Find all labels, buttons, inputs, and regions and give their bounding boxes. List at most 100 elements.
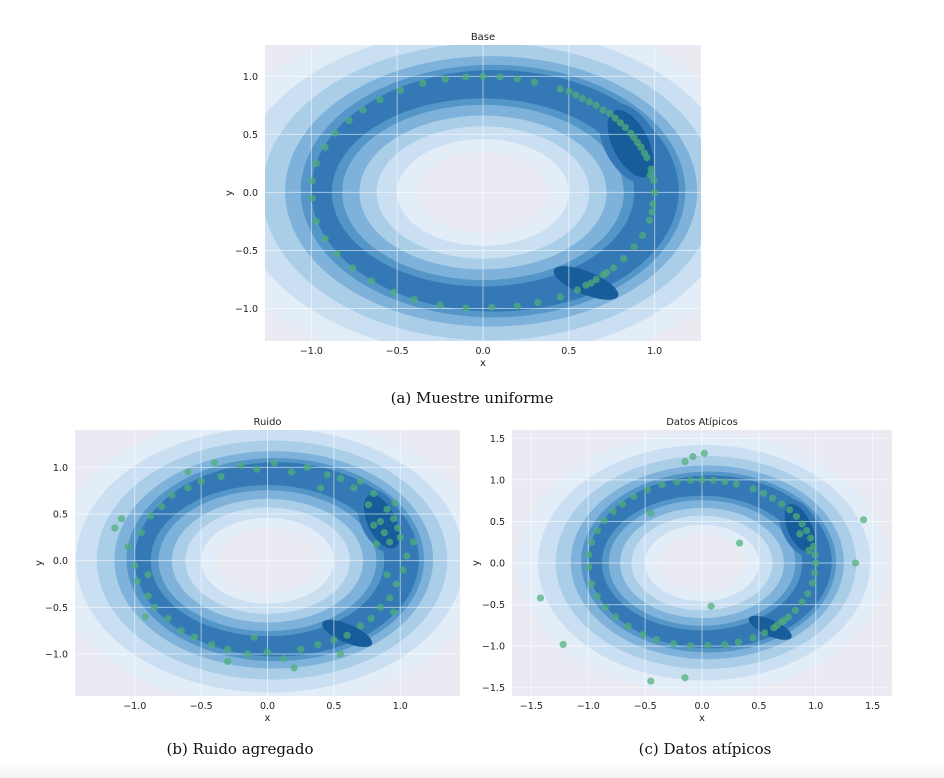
data-point <box>168 491 176 499</box>
data-point <box>803 526 811 535</box>
x-tick-label: −0.5 <box>634 701 657 712</box>
data-point <box>804 590 812 598</box>
data-point <box>578 94 587 102</box>
data-point <box>184 484 192 492</box>
data-point <box>609 264 618 272</box>
data-point <box>321 235 329 243</box>
data-point <box>390 515 398 523</box>
data-point <box>643 486 651 494</box>
kde-band-5 <box>126 458 425 662</box>
data-point <box>639 231 647 239</box>
data-point <box>210 459 218 467</box>
data-point <box>391 499 399 507</box>
data-point <box>734 638 743 646</box>
x-tick-label: 0.5 <box>751 701 766 712</box>
data-point <box>397 86 405 94</box>
x-tick-label: 0.5 <box>561 346 576 357</box>
data-point <box>796 530 804 538</box>
data-point <box>709 476 717 484</box>
caption-ruido: (b) Ruido agregado <box>166 740 314 758</box>
chart-panel-atipicos: −1.5 −1.0 −0.5 0.0 0.5 1.0 1.5 −1.5 −1.0 −0.5 0.0 0… <box>471 413 902 728</box>
y-tick-label: 1.0 <box>243 72 258 83</box>
data-point <box>633 138 642 147</box>
x-tick-label: 1.0 <box>393 701 408 712</box>
data-point <box>243 650 252 658</box>
data-point <box>673 478 681 486</box>
data-point <box>651 188 659 197</box>
data-point <box>345 116 353 125</box>
data-point <box>681 457 689 466</box>
data-point <box>396 533 404 541</box>
data-point <box>190 633 199 641</box>
data-point <box>807 534 815 542</box>
data-point <box>141 613 149 621</box>
data-point <box>253 465 261 473</box>
data-point <box>308 177 316 185</box>
x-tick-label: −1.0 <box>123 701 146 712</box>
chart-title: Datos Atípicos <box>666 416 738 428</box>
data-point <box>530 78 539 86</box>
data-point <box>224 657 232 666</box>
data-point <box>111 524 119 532</box>
data-point <box>177 627 185 635</box>
data-point <box>582 281 590 289</box>
data-point <box>760 629 769 637</box>
x-tick-label: 0.0 <box>475 346 490 357</box>
data-point <box>768 494 777 502</box>
x-tick-label: −0.5 <box>386 346 409 357</box>
chart-svg-atipicos: −1.5 −1.0 −0.5 0.0 0.5 1.0 1.5 −1.5 −1.0 −0.5 0.0 0… <box>471 416 892 724</box>
data-point <box>627 129 635 137</box>
data-point <box>343 631 351 639</box>
kde-contours <box>265 45 701 341</box>
caption-base: (a) Muestre uniforme <box>390 389 554 407</box>
data-point <box>513 75 521 83</box>
data-point <box>290 664 298 672</box>
data-point <box>279 655 288 663</box>
data-point <box>592 275 600 284</box>
data-point <box>700 449 708 457</box>
data-point <box>303 463 311 471</box>
data-point <box>808 579 816 587</box>
y-tick-label: 0.5 <box>490 517 505 528</box>
data-point <box>164 614 172 623</box>
x-tick-label: 1.0 <box>647 346 662 357</box>
y-tick-label: 0.0 <box>243 188 258 199</box>
data-point <box>609 507 617 516</box>
data-point <box>721 640 729 649</box>
data-point <box>721 477 729 486</box>
data-point <box>624 622 632 630</box>
data-point <box>786 506 794 514</box>
data-point <box>376 517 384 526</box>
data-point <box>308 194 316 202</box>
y-tick-label: 0.5 <box>243 130 258 141</box>
data-point <box>811 569 819 577</box>
data-point <box>392 580 400 588</box>
x-tick-label: −1.0 <box>300 346 323 357</box>
chart-svg-ruido: −1.0 −0.5 0.0 0.5 1.0 −1.0 −0.5 0.0 0.5 1.0 Ruido x… <box>34 417 460 724</box>
data-point <box>336 474 345 483</box>
data-point <box>383 571 391 579</box>
data-point <box>137 529 145 537</box>
data-point <box>792 512 801 521</box>
data-point <box>611 613 620 621</box>
data-point <box>333 250 341 258</box>
data-point <box>270 459 278 467</box>
data-point <box>386 538 394 546</box>
data-point <box>376 603 384 611</box>
data-point <box>479 72 487 80</box>
data-point <box>585 98 594 106</box>
data-point <box>620 254 628 263</box>
data-point <box>759 489 768 497</box>
data-point <box>534 299 542 307</box>
data-point <box>364 501 372 509</box>
data-point <box>394 524 402 532</box>
data-point <box>359 106 367 114</box>
data-point <box>749 634 757 642</box>
data-point <box>809 542 818 550</box>
data-point <box>735 539 744 547</box>
y-axis-label: y <box>34 560 45 566</box>
data-point <box>773 621 781 629</box>
y-tick-label: 0.0 <box>53 556 68 567</box>
page-bottom-fade <box>0 762 944 778</box>
data-point <box>356 477 365 485</box>
